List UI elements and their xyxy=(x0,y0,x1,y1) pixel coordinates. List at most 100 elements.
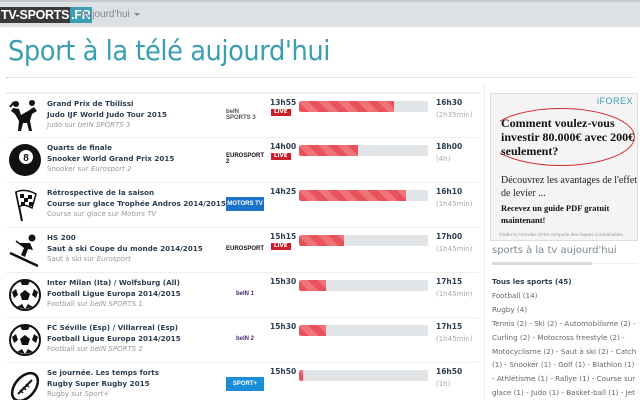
logo-text-tld: .FR xyxy=(70,7,93,23)
program-competition[interactable]: Football Ligue Europa 2014/2015 xyxy=(47,334,181,343)
program-competition[interactable]: Snooker World Grand Prix 2015 xyxy=(47,154,175,163)
channel-name: Eurosport 2 xyxy=(90,165,132,173)
program-sport-channel: Rugby sur Sport+ xyxy=(47,389,159,400)
soccer-ball-icon xyxy=(9,324,41,356)
sport-name: Football xyxy=(47,300,75,308)
navbar: TV-SPORTS .FR Aujourd'hui xyxy=(0,0,640,27)
filter-all-sports[interactable]: Tous les sports (45) xyxy=(492,277,572,286)
duration: (2h35min) xyxy=(436,111,473,119)
ad-subtext: Découvrez les avantages de l'effet de le… xyxy=(501,175,637,199)
program-row[interactable]: Se journée. Les temps forts Rugby Super … xyxy=(6,362,479,400)
progress-bar xyxy=(299,145,428,156)
channel-logo: beIN 2 xyxy=(235,336,254,342)
sport-filter-list: Tous les sports (45) Football (14) Rugby… xyxy=(492,275,637,400)
start-time: 15h50 xyxy=(270,367,297,376)
program-title[interactable]: Grand Prix de Tbilissi xyxy=(47,99,134,108)
duration: (1h) xyxy=(436,380,451,388)
ad-cta: Recevez un guide PDF gratuit maintenant! xyxy=(501,203,610,225)
duration: (4h) xyxy=(436,155,451,163)
sport-name: Judo xyxy=(47,121,63,129)
sur-label: sur xyxy=(77,165,89,173)
today-dropdown-label: Aujourd'hui xyxy=(80,9,130,20)
start-time: 14h25 xyxy=(270,187,297,196)
program-competition[interactable]: Saut à ski Coupe du monde 2014/2015 xyxy=(47,244,203,253)
program-sport-channel: Football sur beIN SPORTS 2 xyxy=(47,344,181,355)
progress-bar xyxy=(299,101,428,112)
program-title[interactable]: HS 200 xyxy=(47,233,76,242)
progress-fill xyxy=(299,190,407,201)
program-competition[interactable]: Rugby Super Rugby 2015 xyxy=(47,379,150,388)
program-row[interactable]: Inter Milan (Ita) / Wolfsburg (All) Foot… xyxy=(6,272,479,317)
progress-bar xyxy=(299,235,428,246)
progress-fill xyxy=(299,280,327,291)
program-sport-channel: Saut à ski sur Eurosport xyxy=(47,254,203,265)
program-row[interactable]: Grand Prix de Tbilissi Judo IJF World Ju… xyxy=(6,92,479,137)
program-row[interactable]: FC Séville (Esp) / Villarreal (Esp) Foot… xyxy=(6,317,479,362)
end-time: 16h10 xyxy=(436,187,463,196)
progress-fill xyxy=(299,370,303,381)
sport-name: Course sur glace xyxy=(47,210,106,218)
program-row[interactable]: HS 200 Saut à ski Coupe du monde 2014/20… xyxy=(6,227,479,272)
end-time: 16h30 xyxy=(436,98,463,107)
filter-rugby[interactable]: Rugby (4) xyxy=(492,304,528,314)
live-badge: LIVE xyxy=(271,243,291,250)
sport-name: Football xyxy=(47,345,75,353)
sur-label: sur xyxy=(71,390,83,398)
program-title[interactable]: Quarts de finale xyxy=(47,143,112,152)
program-competition[interactable]: Course sur glace Trophée Andros 2014/201… xyxy=(47,199,226,208)
channel-logo: EUROSPORT 2 xyxy=(226,153,265,165)
end-time: 17h15 xyxy=(436,277,463,286)
caret-down-icon xyxy=(133,12,140,16)
program-title[interactable]: Inter Milan (Ita) / Wolfsburg (All) xyxy=(47,278,180,287)
progress-bar xyxy=(299,190,428,201)
ski-jump-icon xyxy=(9,234,39,267)
end-time: 17h15 xyxy=(436,322,463,331)
progress-fill xyxy=(299,145,359,156)
logo-text-main: TV-SPORTS xyxy=(0,7,71,23)
program-text: Inter Milan (Ita) / Wolfsburg (All) Foot… xyxy=(47,277,181,310)
program-title[interactable]: Rétrospective de la saison xyxy=(47,188,155,197)
sidebar-rule xyxy=(592,263,638,264)
program-text: Quarts de finale Snooker World Grand Pri… xyxy=(47,142,174,175)
channel-logo: SPORT+ xyxy=(226,377,264,391)
billiard-ball-icon: 8 xyxy=(9,144,41,176)
ad-brand-logo: iFOREX xyxy=(596,96,633,106)
filter-other-sports[interactable]: Tennis (2) - Ski (2) - Automobilisme (2)… xyxy=(492,318,637,398)
end-time: 16h50 xyxy=(436,367,463,376)
filter-football[interactable]: Football (14) xyxy=(492,290,538,300)
page-title: Sport à la télé aujourd'hui xyxy=(8,34,330,67)
duration: (1h45min) xyxy=(436,290,473,298)
duration: (1h45min) xyxy=(436,200,473,208)
channel-name: Sport+ xyxy=(84,390,110,398)
start-time: 15h30 xyxy=(270,322,297,331)
channel-logo: beIN 1 xyxy=(235,291,254,297)
channel-name: beIN SPORTS 3 xyxy=(77,121,131,129)
today-dropdown[interactable]: Aujourd'hui xyxy=(80,9,140,20)
site-logo[interactable]: TV-SPORTS .FR xyxy=(0,7,93,23)
sur-label: sur xyxy=(83,255,95,263)
channel-name: Eurosport xyxy=(96,255,131,263)
start-time: 15h15 xyxy=(270,232,297,241)
program-competition[interactable]: Judo IJF World Judo Tour 2015 xyxy=(47,110,167,119)
program-competition[interactable]: Football Ligue Europa 2014/2015 xyxy=(47,289,181,298)
sidebar-divider xyxy=(484,85,485,400)
program-row[interactable]: Rétrospective de la saison Course sur gl… xyxy=(6,182,479,227)
program-sport-channel: Football sur beIN SPORTS 1 xyxy=(47,299,181,310)
progress-bar xyxy=(299,280,428,291)
program-row[interactable]: 8 Quarts de finale Snooker World Grand P… xyxy=(6,137,479,182)
soccer-ball-icon xyxy=(9,279,41,311)
progress-fill xyxy=(299,101,395,112)
program-title[interactable]: Se journée. Les temps forts xyxy=(47,368,159,377)
channel-name: beIN SPORTS 2 xyxy=(90,345,143,353)
advertisement[interactable]: iFOREX Comment voulez-vous investir 80.0… xyxy=(490,93,638,241)
program-title[interactable]: FC Séville (Esp) / Villarreal (Esp) xyxy=(47,323,179,332)
end-time: 18h00 xyxy=(436,142,463,151)
ad-headline: Comment voulez-vous investir 80.000€ ave… xyxy=(501,116,635,158)
program-list: Grand Prix de Tbilissi Judo IJF World Ju… xyxy=(6,92,479,400)
program-sport-channel: Snooker sur Eurosport 2 xyxy=(47,164,174,175)
sport-name: Snooker xyxy=(47,165,76,173)
progress-fill xyxy=(299,235,345,246)
ad-ellipse-decoration xyxy=(491,108,635,166)
ad-disclaimer: Trader le Forex/les CFDs comporte des ri… xyxy=(499,232,624,237)
program-text: Grand Prix de Tbilissi Judo IJF World Ju… xyxy=(47,98,167,131)
